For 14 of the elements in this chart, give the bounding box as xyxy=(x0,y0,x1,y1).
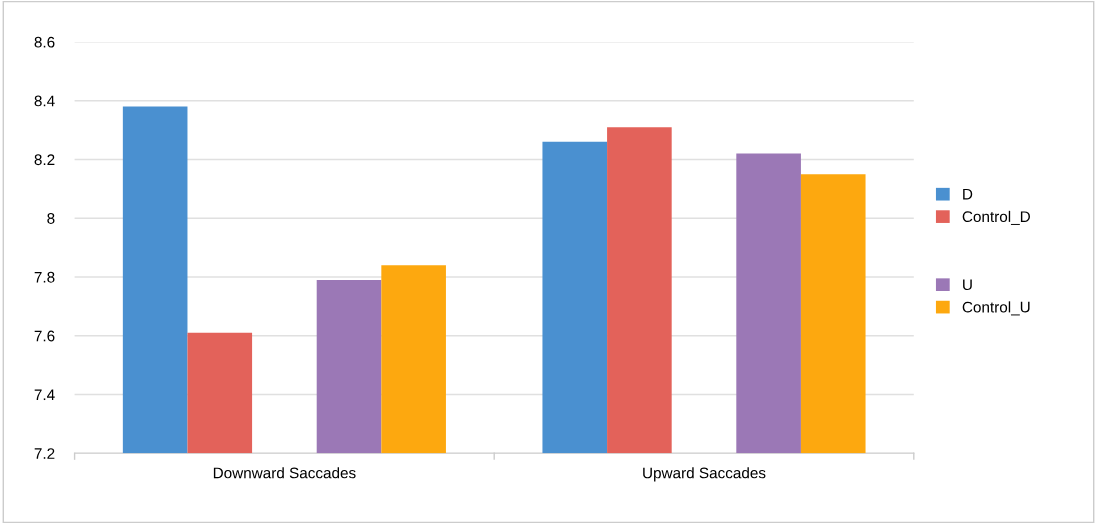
y-tick-label: 8.6 xyxy=(34,36,55,48)
y-tick-label: 7.2 xyxy=(34,448,55,459)
y-tick-label: 7.6 xyxy=(34,330,55,342)
legend-label: D xyxy=(963,188,973,200)
y-tick-label: 8.2 xyxy=(34,154,55,166)
y-tick-label: 8.4 xyxy=(34,95,55,107)
legend-label: Control_D xyxy=(962,210,1030,225)
legend-label: U xyxy=(963,279,972,291)
y-tick-label: 8 xyxy=(47,213,55,224)
y-tick-label: 7.8 xyxy=(34,271,55,283)
y-tick-label: 7.4 xyxy=(34,389,55,401)
legend-label: Control_U xyxy=(962,301,1030,316)
x-tick-label: Upward Saccades xyxy=(643,467,766,482)
x-tick-label: Downward Saccades xyxy=(213,467,356,479)
